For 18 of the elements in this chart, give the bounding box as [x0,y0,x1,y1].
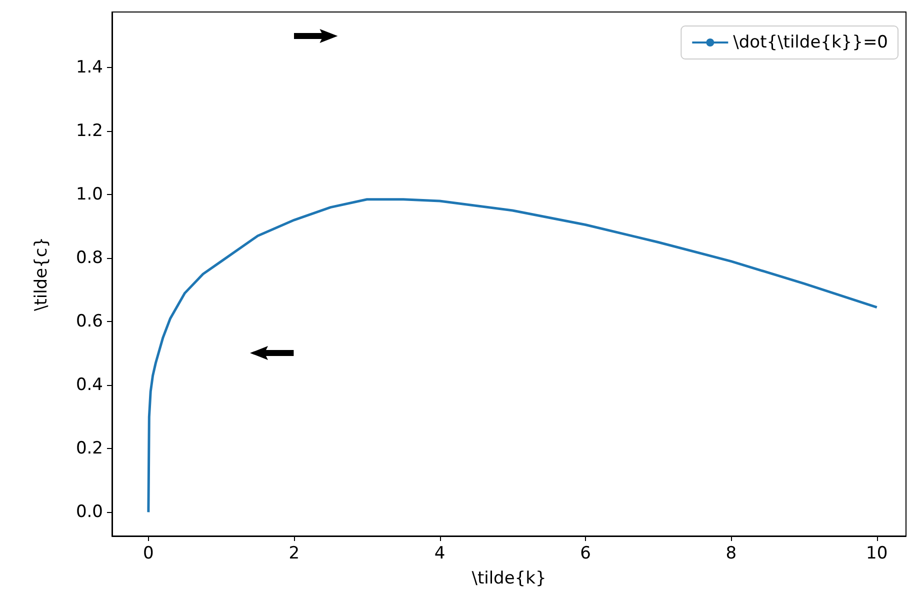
y-tick-label: 1.2 [76,121,103,142]
y-tick-label: 0.6 [76,312,103,332]
x-tick-label: 4 [434,544,446,564]
x-tick-label: 0 [143,544,154,564]
x-tick-label: 6 [580,544,591,564]
y-tick-label: 1.4 [76,58,103,78]
x-axis-title: \tilde{k} [472,568,546,588]
y-tick-label: 0.4 [76,375,103,396]
line-series [147,198,878,514]
x-tick-label: 10 [866,544,888,564]
y-tick-label: 0.2 [76,438,103,459]
y-tick-label: 0.8 [76,248,103,268]
x-tick-label: 8 [726,544,737,564]
y-axis-title: \tilde{c} [32,236,52,312]
y-tick-label: 0.0 [76,502,103,522]
legend-label: \dot{\tilde{k}}=0 [733,32,888,52]
y-tick-label: 1.0 [76,184,103,205]
x-tick-label: 2 [288,544,300,564]
